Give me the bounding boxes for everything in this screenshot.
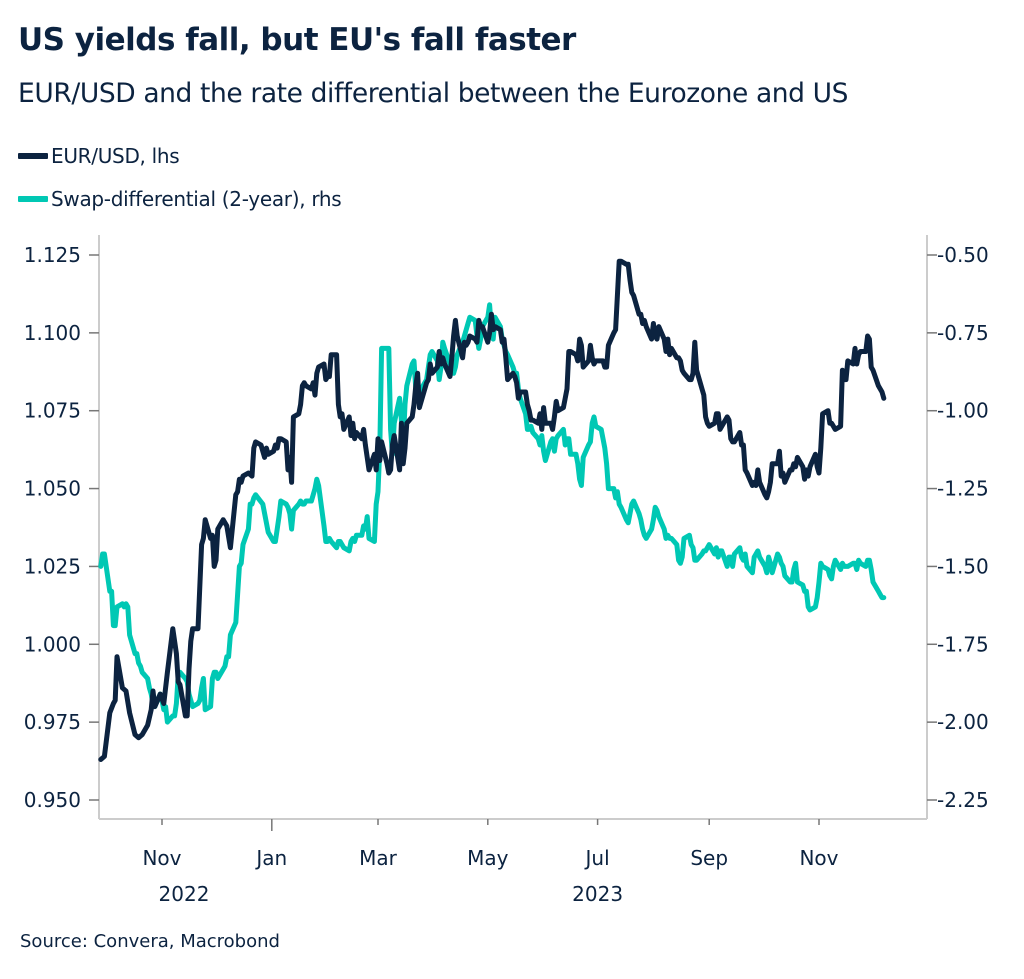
- x-tick-label: Mar: [359, 846, 398, 870]
- x-tick-label: Nov: [799, 846, 838, 870]
- x-year-label: 2023: [572, 882, 623, 906]
- tick-labels: 0.950 0.975 1.000 1.025 1.050 1.075 1.100 1.125…: [24, 243, 989, 906]
- legend-swatch-eurusd: [18, 153, 48, 159]
- x-year-label: 2022: [159, 882, 210, 906]
- axes: [89, 235, 937, 831]
- right-tick-label: -1.75: [937, 632, 989, 656]
- x-tick-label: Sep: [690, 846, 728, 870]
- series-group: [98, 258, 887, 762]
- x-tick-label: Jul: [584, 846, 610, 870]
- series-line-eurusd: [98, 258, 887, 762]
- legend-label-swap: Swap-differential (2-year), rhs: [51, 187, 342, 211]
- legend-swatch-swap: [18, 196, 48, 202]
- right-tick-label: -2.25: [937, 788, 989, 812]
- series-line-swap-differential: [98, 302, 887, 725]
- legend-item-swap: Swap-differential (2-year), rhs: [18, 185, 342, 213]
- right-tick-label: -2.00: [937, 710, 989, 734]
- legend-item-eurusd: EUR/USD, lhs: [18, 142, 180, 170]
- x-tick-label: May: [467, 846, 509, 870]
- left-tick-label: 1.050: [24, 477, 81, 501]
- left-tick-label: 1.100: [24, 321, 81, 345]
- left-tick-label: 1.000: [24, 632, 81, 656]
- right-tick-label: -1.25: [937, 477, 989, 501]
- x-tick-label: Nov: [142, 846, 181, 870]
- legend-label-eurusd: EUR/USD, lhs: [51, 144, 180, 168]
- left-tick-label: 0.950: [24, 788, 81, 812]
- x-tick-label: Jan: [254, 846, 287, 870]
- left-tick-label: 0.975: [24, 710, 81, 734]
- left-tick-label: 1.125: [24, 243, 81, 267]
- left-tick-label: 1.075: [24, 399, 81, 423]
- chart-subtitle: EUR/USD and the rate differential betwee…: [18, 78, 849, 109]
- right-tick-label: -1.00: [937, 399, 989, 423]
- chart-title: US yields fall, but EU's fall faster: [18, 22, 576, 58]
- source-note: Source: Convera, Macrobond: [20, 931, 280, 952]
- right-tick-label: -1.50: [937, 554, 989, 578]
- right-tick-label: -0.50: [937, 243, 989, 267]
- right-tick-label: -0.75: [937, 321, 989, 345]
- left-tick-label: 1.025: [24, 554, 81, 578]
